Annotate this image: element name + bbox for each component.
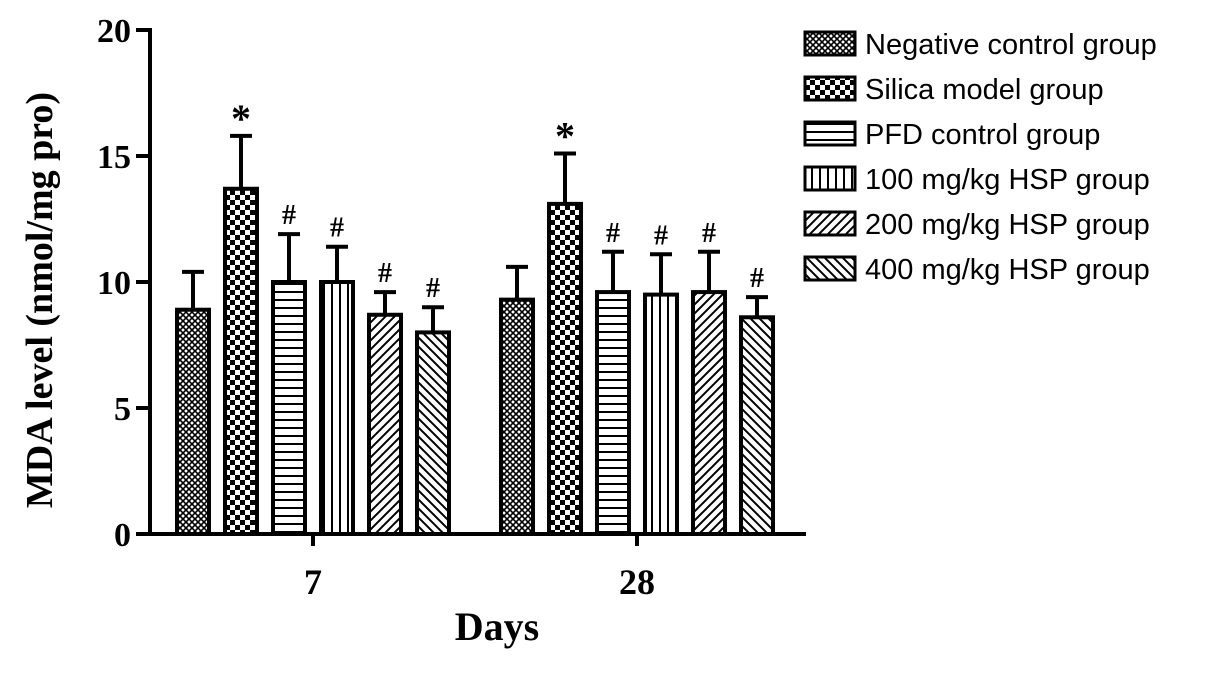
legend-label: PFD control group [865, 119, 1100, 151]
legend-swatch [803, 120, 857, 147]
significance-hash: # [282, 200, 296, 231]
legend-label: 200 mg/kg HSP group [865, 209, 1150, 241]
bar [643, 292, 679, 536]
significance-hash: # [606, 218, 620, 249]
bar [595, 290, 631, 536]
error-bars [182, 133, 768, 333]
significance-markers: * # # # # * # # # # [231, 96, 764, 304]
bar [223, 186, 259, 536]
legend-swatch [803, 30, 857, 57]
legend-label: Negative control group [865, 29, 1157, 61]
x-ticks: 7 28 [304, 534, 655, 602]
bar [175, 307, 211, 536]
bar [739, 315, 775, 536]
legend-label: 100 mg/kg HSP group [865, 164, 1150, 196]
legend-label: Silica model group [865, 74, 1104, 106]
y-tick-label: 5 [114, 391, 131, 428]
significance-hash: # [426, 273, 440, 304]
y-tick-label: 15 [97, 139, 131, 176]
significance-asterisk: * [555, 113, 575, 158]
x-tick-label: 7 [304, 562, 322, 602]
legend-label: 400 mg/kg HSP group [865, 254, 1150, 286]
significance-hash: # [330, 213, 344, 244]
significance-hash: # [702, 218, 716, 249]
legend-swatch [803, 75, 857, 102]
y-tick-label: 10 [97, 265, 131, 302]
significance-hash: # [750, 263, 764, 294]
x-tick-label: 28 [619, 562, 655, 602]
bar [415, 330, 451, 536]
bar [319, 280, 355, 536]
bars [175, 186, 775, 537]
y-tick-label: 20 [97, 13, 131, 50]
bar [499, 297, 535, 537]
bar [367, 312, 403, 537]
x-axis-label: Days [455, 604, 539, 649]
bar [547, 201, 583, 536]
legend-swatch [803, 165, 857, 192]
significance-asterisk: * [231, 96, 251, 141]
y-axis-label: MDA level (nmol/mg pro) [19, 92, 61, 508]
significance-hash: # [378, 258, 392, 289]
legend-swatch [803, 210, 857, 237]
y-ticks: 0 5 10 15 20 [97, 13, 150, 554]
significance-hash: # [654, 220, 668, 251]
bar [691, 290, 727, 536]
legend-swatch [803, 255, 857, 282]
bar [271, 280, 307, 536]
y-tick-label: 0 [114, 517, 131, 554]
legend: Negative control group Silica model group… [803, 29, 1157, 286]
